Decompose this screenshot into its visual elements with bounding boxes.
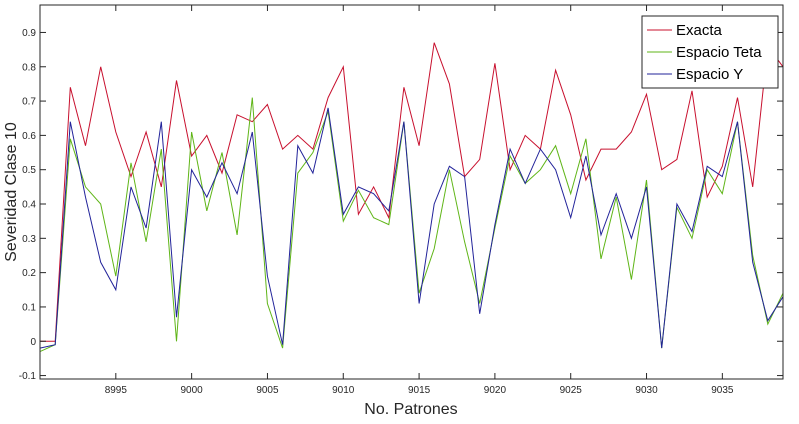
series-line-espacio-y bbox=[39, 107, 784, 349]
x-axis-label: No. Patrones bbox=[364, 401, 457, 418]
series-layer bbox=[39, 42, 784, 353]
legend-label-espacio-teta: Espacio Teta bbox=[676, 44, 762, 61]
x-tick-label: 9005 bbox=[256, 385, 279, 396]
x-tick-label: 9030 bbox=[635, 385, 658, 396]
x-tick-label: 9010 bbox=[332, 385, 355, 396]
x-axis: 8995 9000 9005 9010 9015 9020 9025 9030 9035 bbox=[105, 5, 734, 396]
y-tick-label: -0.1 bbox=[19, 371, 37, 382]
legend-label-exacta: Exacta bbox=[676, 22, 723, 39]
legend: Exacta Espacio Teta Espacio Y bbox=[641, 15, 779, 89]
x-tick-label: 9035 bbox=[711, 385, 734, 396]
y-tick-label: 0.5 bbox=[22, 165, 36, 176]
y-tick-label: 0.8 bbox=[22, 62, 36, 73]
x-tick-label: 9020 bbox=[484, 385, 507, 396]
y-axis-label: Severidad Clase 10 bbox=[3, 122, 20, 262]
x-tick-label: 9025 bbox=[560, 385, 583, 396]
x-tick-label: 9015 bbox=[408, 385, 431, 396]
y-tick-label: 0.4 bbox=[22, 200, 36, 211]
y-axis: -0.1 0 0.1 0.2 0.3 0.4 0.5 0.6 0.7 0.8 0.9 bbox=[19, 28, 783, 382]
y-tick-label: 0.2 bbox=[22, 268, 36, 279]
x-tick-label: 9000 bbox=[181, 385, 204, 396]
y-tick-label: 0.7 bbox=[22, 97, 36, 108]
legend-label-espacio-y: Espacio Y bbox=[676, 66, 743, 83]
series-line-exacta bbox=[40, 42, 784, 342]
y-tick-label: 0 bbox=[30, 337, 36, 348]
y-tick-label: 0.6 bbox=[22, 131, 36, 142]
y-tick-label: 0.1 bbox=[22, 302, 36, 313]
plot-frame bbox=[39, 4, 784, 380]
y-tick-label: 0.3 bbox=[22, 234, 36, 245]
y-tick-label: 0.9 bbox=[22, 28, 36, 39]
x-tick-label: 8995 bbox=[105, 385, 128, 396]
